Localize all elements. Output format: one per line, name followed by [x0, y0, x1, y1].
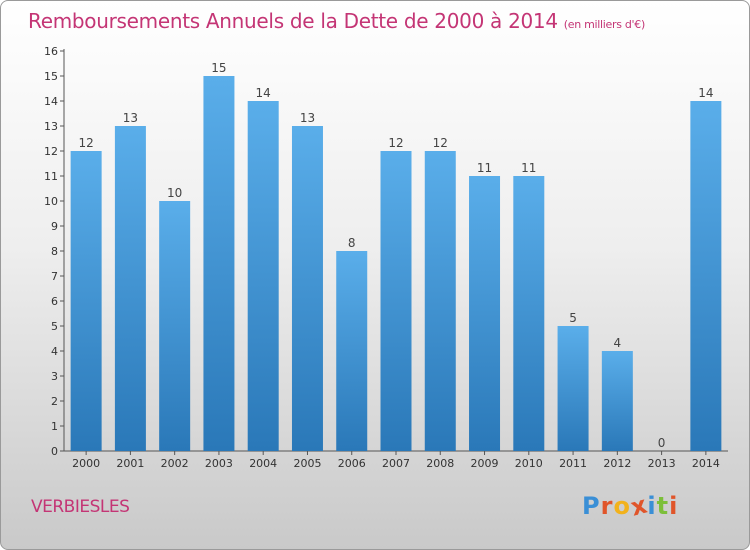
labels: 12 2000 13 2001 10 2002 15 2003 14 2004 13 2005 8 200… [72, 61, 720, 470]
x-tick-label-2002: 2002 [161, 457, 189, 470]
logo-letter: o [613, 492, 631, 520]
x-tick-label-2006: 2006 [338, 457, 366, 470]
chart-unit: (en milliers d'€) [563, 18, 645, 31]
bar-2002 [159, 201, 191, 451]
value-label-2006: 8 [348, 236, 356, 250]
value-label-2005: 13 [300, 111, 315, 125]
y-tick-label: 0 [51, 445, 58, 458]
y-tick-label: 4 [51, 345, 58, 358]
x-tick-label-2005: 2005 [293, 457, 321, 470]
y-tick-label: 7 [51, 270, 58, 283]
value-label-2003: 15 [211, 61, 226, 75]
value-label-2002: 10 [167, 186, 182, 200]
bar-2003 [203, 76, 235, 451]
y-tick-label: 12 [44, 145, 58, 158]
y-tick-label: 2 [51, 395, 58, 408]
value-label-2000: 12 [78, 136, 93, 150]
x-tick-label-2003: 2003 [205, 457, 233, 470]
location-label: VERBIESLES [31, 497, 130, 517]
x-tick-label-2001: 2001 [116, 457, 144, 470]
chart-title-text: Remboursements Annuels de la Dette de 20… [28, 9, 558, 33]
value-label-2008: 12 [433, 136, 448, 150]
y-tick-label: 10 [44, 195, 58, 208]
x-tick-label-2014: 2014 [692, 457, 720, 470]
bar-2001 [114, 126, 146, 451]
bar-2006 [336, 251, 368, 451]
logo-letter: r [600, 492, 614, 520]
value-label-2011: 5 [569, 311, 577, 325]
logo-letter: P [582, 492, 601, 520]
bar-2005 [291, 126, 323, 451]
value-label-2004: 14 [256, 86, 271, 100]
x-tick-label-2009: 2009 [471, 457, 499, 470]
y-tick-label: 3 [51, 370, 58, 383]
value-label-2012: 4 [614, 336, 622, 350]
bar-2004 [247, 101, 279, 451]
logo-letter: t [656, 492, 670, 520]
y-tick-label: 13 [44, 120, 58, 133]
chart-title: Remboursements Annuels de la Dette de 20… [28, 9, 645, 33]
value-label-2014: 14 [698, 86, 713, 100]
value-label-2007: 12 [388, 136, 403, 150]
x-tick-label-2012: 2012 [603, 457, 631, 470]
x-tick-label-2013: 2013 [648, 457, 676, 470]
x-tick-label-2007: 2007 [382, 457, 410, 470]
y-tick-label: 9 [51, 220, 58, 233]
value-label-2010: 11 [521, 161, 536, 175]
x-tick-label-2010: 2010 [515, 457, 543, 470]
bar-2010 [513, 176, 545, 451]
bar-2008 [424, 151, 456, 451]
y-tick-label: 5 [51, 320, 58, 333]
bar-2009 [469, 176, 501, 451]
logo-letter: i [669, 492, 679, 520]
proxiti-logo[interactable]: Proxiti [582, 490, 679, 521]
x-tick-label-2004: 2004 [249, 457, 277, 470]
x-tick-label-2000: 2000 [72, 457, 100, 470]
bar-2011 [557, 326, 589, 451]
bar-2012 [601, 351, 633, 451]
bars [70, 76, 722, 451]
value-label-2009: 11 [477, 161, 492, 175]
y-tick-label: 16 [44, 45, 58, 58]
value-label-2001: 13 [123, 111, 138, 125]
y-tick-label: 6 [51, 295, 58, 308]
x-tick-label-2011: 2011 [559, 457, 587, 470]
bar-2014 [690, 101, 722, 451]
y-tick-label: 14 [44, 95, 58, 108]
value-label-2013: 0 [658, 436, 666, 450]
y-tick-label: 8 [51, 245, 58, 258]
y-tick-label: 11 [44, 170, 58, 183]
logo-letter: i [647, 492, 657, 520]
x-tick-label-2008: 2008 [426, 457, 454, 470]
bar-2007 [380, 151, 412, 451]
y-tick-label: 1 [51, 420, 58, 433]
bar-2000 [70, 151, 102, 451]
y-tick-label: 15 [44, 70, 58, 83]
